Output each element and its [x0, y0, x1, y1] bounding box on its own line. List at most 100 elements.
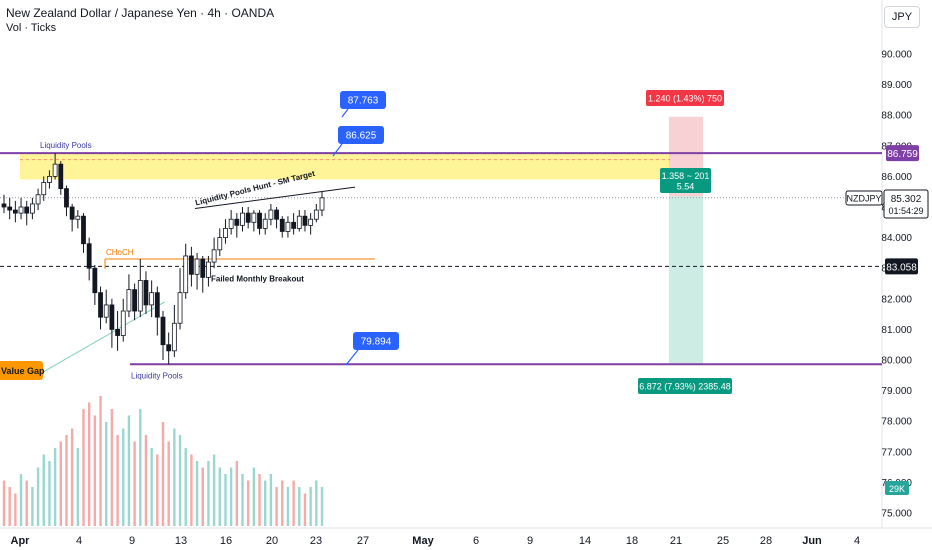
volume-bar	[178, 435, 182, 526]
volume-bar	[36, 467, 40, 526]
callout-79894-label: 79.894	[361, 337, 392, 348]
time-tick-label: 25	[717, 535, 729, 547]
candle-body	[228, 218, 234, 229]
volume-bar	[133, 441, 136, 526]
candle-body	[41, 182, 47, 196]
candle-body	[132, 289, 138, 312]
price-tick-label: 84.000	[881, 233, 912, 244]
time-tick-label: 20	[266, 535, 278, 547]
volume-bar	[190, 454, 193, 526]
time-tick-label: 13	[175, 535, 187, 547]
candle-body	[234, 218, 240, 226]
candle-body	[98, 292, 103, 318]
time-tick-label: 16	[220, 535, 232, 547]
candle-body	[137, 280, 143, 312]
candle-body	[188, 255, 194, 275]
volume-bar	[246, 480, 250, 526]
volume-bar	[286, 487, 290, 526]
current-price-tag	[883, 189, 929, 219]
volume-bar	[93, 415, 97, 526]
volume-bar	[110, 409, 114, 526]
volume-bar	[53, 448, 57, 526]
hunt-trendline[interactable]	[194, 186, 356, 210]
top-level-tag-label: 86.759	[887, 149, 918, 160]
time-tick-label: 18	[626, 535, 638, 547]
volume-bar	[309, 487, 312, 526]
chart-header: New Zealand Dollar / Japanese Yen · 4h ·…	[6, 6, 274, 36]
candle-body	[296, 215, 302, 229]
time-tick-label: 21	[670, 535, 682, 547]
volume-bar	[195, 461, 199, 526]
time-tick-label: 4	[854, 535, 860, 547]
candle-body	[103, 304, 109, 318]
top-level-tag	[886, 145, 919, 162]
callout-79894-box[interactable]	[353, 332, 399, 350]
callout-pointer	[345, 349, 359, 366]
value-gap-tag[interactable]	[0, 361, 43, 380]
candle-body	[115, 328, 120, 336]
failed-breakout-label: Failed Monthly Breakout	[211, 274, 304, 283]
volume-bar	[218, 467, 221, 526]
candle-body	[262, 218, 268, 229]
volume-bar	[19, 474, 23, 526]
price-tick-label: 75.000	[881, 509, 912, 520]
volume-bar	[150, 448, 153, 526]
candle-body	[47, 175, 52, 183]
volume-indicator-label[interactable]: Vol · Ticks	[6, 22, 57, 34]
price-tick-label: 80.000	[881, 356, 912, 367]
volume-bar	[229, 467, 233, 526]
volume-bar	[59, 441, 62, 526]
current-price-label: 85.302	[891, 194, 922, 205]
liquidity-zone[interactable]	[20, 153, 670, 180]
callout-86625-box[interactable]	[338, 126, 384, 144]
volume-bar	[122, 428, 125, 526]
time-tick-label: Jun	[802, 535, 822, 547]
volume-bar	[139, 409, 142, 526]
volume-bar	[127, 415, 131, 526]
take-profit-zone[interactable]	[669, 196, 703, 365]
time-tick-label: 9	[129, 535, 135, 547]
callout-87763-label: 87.763	[348, 96, 379, 107]
candle-body	[92, 267, 98, 294]
candle-body	[18, 206, 24, 214]
callout-87763-box[interactable]	[340, 91, 386, 109]
candle-body	[313, 209, 319, 220]
candle-body	[160, 316, 166, 346]
liquidity-pools-bottom-label: Liquidity Pools	[131, 371, 183, 380]
volume-bar	[315, 480, 318, 526]
volume-bar	[252, 467, 256, 526]
volume-bar	[156, 454, 159, 526]
volume-bar	[2, 480, 6, 526]
volume-bar	[144, 435, 148, 526]
price-tick-label: 90.000	[881, 50, 912, 61]
symbol-tag-label: NZDJPY	[846, 194, 881, 204]
candle-body	[35, 194, 41, 205]
candle-body	[143, 280, 149, 306]
price-tick-label: 82.000	[881, 294, 912, 305]
volume-bar	[65, 435, 68, 526]
candle-body	[223, 228, 228, 238]
volume-bar	[48, 461, 51, 526]
volume-bar	[42, 454, 45, 526]
volume-bar	[70, 428, 74, 526]
candle-body	[81, 215, 86, 245]
value-gap-label: Value Gap	[1, 366, 45, 376]
candle-body	[7, 206, 13, 211]
candle-body	[302, 215, 308, 226]
value-gap-trendline[interactable]	[39, 301, 166, 375]
candle-body	[171, 322, 177, 352]
candle-body	[285, 221, 291, 232]
currency-button[interactable]: JPY	[884, 6, 920, 28]
volume-bar	[207, 461, 210, 526]
entry-label-box	[660, 168, 711, 193]
volume-bar	[224, 474, 227, 526]
candle-body	[12, 209, 18, 214]
symbol-title[interactable]: New Zealand Dollar / Japanese Yen · 4h ·…	[6, 6, 275, 20]
entry-label-1: 1.358 ~ 201	[662, 171, 710, 181]
time-tick-label: Apr	[11, 535, 31, 547]
entry-label-2: 5.54	[677, 182, 695, 192]
volume-bar	[269, 474, 273, 526]
volume-bar	[161, 422, 165, 526]
